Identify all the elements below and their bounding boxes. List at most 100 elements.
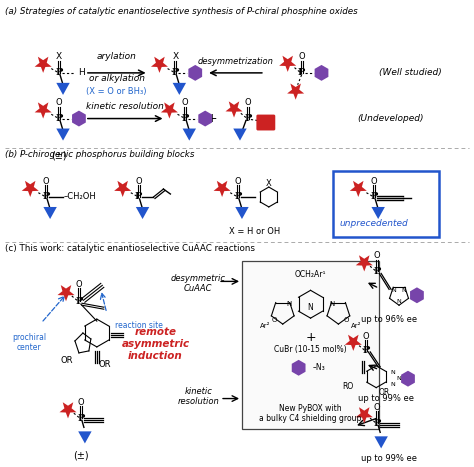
Text: +: + bbox=[207, 112, 218, 125]
PathPatch shape bbox=[287, 84, 304, 99]
Text: P: P bbox=[298, 68, 305, 78]
Text: O: O bbox=[43, 177, 49, 185]
Text: N: N bbox=[397, 299, 401, 304]
Text: N: N bbox=[396, 376, 401, 381]
Text: P: P bbox=[371, 192, 378, 201]
Text: (±): (±) bbox=[51, 150, 67, 160]
PathPatch shape bbox=[226, 101, 243, 118]
Text: (a) Strategies of catalytic enantioselective synthesis of P-chiral phosphine oxi: (a) Strategies of catalytic enantioselec… bbox=[5, 7, 358, 16]
PathPatch shape bbox=[59, 402, 76, 418]
PathPatch shape bbox=[345, 335, 362, 351]
Text: Ar²: Ar² bbox=[260, 323, 270, 329]
Text: O: O bbox=[78, 398, 84, 407]
PathPatch shape bbox=[214, 181, 230, 197]
Text: P: P bbox=[75, 297, 82, 306]
Polygon shape bbox=[188, 65, 202, 81]
PathPatch shape bbox=[356, 255, 373, 271]
PathPatch shape bbox=[161, 102, 178, 119]
Polygon shape bbox=[315, 65, 328, 81]
Text: remote
asymmetric
induction: remote asymmetric induction bbox=[121, 327, 190, 361]
Text: O: O bbox=[298, 52, 305, 62]
Text: O: O bbox=[363, 332, 370, 340]
Text: P: P bbox=[55, 114, 63, 123]
Text: O: O bbox=[374, 251, 381, 260]
Text: P: P bbox=[374, 419, 381, 428]
PathPatch shape bbox=[151, 57, 168, 73]
Text: X: X bbox=[173, 52, 178, 62]
Text: kinetic resolution: kinetic resolution bbox=[86, 102, 164, 111]
Text: arylation: arylation bbox=[97, 52, 137, 61]
Text: O: O bbox=[245, 98, 251, 107]
Text: N: N bbox=[392, 288, 396, 293]
Polygon shape bbox=[410, 287, 424, 303]
Text: O: O bbox=[272, 317, 277, 323]
PathPatch shape bbox=[356, 407, 373, 424]
Text: O: O bbox=[135, 177, 142, 185]
Text: X: X bbox=[56, 52, 62, 62]
Text: P: P bbox=[363, 347, 370, 355]
Polygon shape bbox=[56, 128, 70, 141]
FancyBboxPatch shape bbox=[333, 171, 439, 237]
PathPatch shape bbox=[114, 181, 131, 197]
PathPatch shape bbox=[35, 57, 52, 73]
Text: up to 96% ee: up to 96% ee bbox=[361, 315, 417, 324]
Text: CuBr (10-15 mol%): CuBr (10-15 mol%) bbox=[274, 346, 347, 354]
Polygon shape bbox=[136, 207, 149, 219]
Text: (Undeveloped): (Undeveloped) bbox=[357, 114, 424, 123]
Text: –CH₂OH: –CH₂OH bbox=[64, 192, 97, 201]
Text: OCH₂Ar¹: OCH₂Ar¹ bbox=[295, 270, 326, 279]
Text: P: P bbox=[77, 414, 84, 423]
Text: O: O bbox=[374, 403, 381, 412]
Text: –N₃: –N₃ bbox=[312, 363, 325, 372]
Text: kinetic
resolution: kinetic resolution bbox=[177, 387, 219, 406]
Text: X = H or OH: X = H or OH bbox=[229, 227, 281, 236]
Text: P: P bbox=[182, 114, 189, 123]
Text: P: P bbox=[234, 192, 242, 201]
Polygon shape bbox=[56, 83, 70, 95]
Polygon shape bbox=[374, 436, 388, 448]
Text: P: P bbox=[244, 114, 252, 123]
Text: (b) P-chirogenic phosphorus building blocks: (b) P-chirogenic phosphorus building blo… bbox=[5, 150, 195, 159]
Text: P: P bbox=[43, 192, 50, 201]
Text: desymmetric
CuAAC: desymmetric CuAAC bbox=[171, 274, 226, 293]
Text: OR: OR bbox=[379, 388, 390, 397]
Text: O: O bbox=[371, 177, 377, 185]
Text: O: O bbox=[182, 98, 189, 107]
Text: or alkylation: or alkylation bbox=[89, 74, 145, 83]
Polygon shape bbox=[44, 207, 57, 219]
Text: up to 99% ee: up to 99% ee bbox=[358, 394, 414, 403]
Text: Ar²: Ar² bbox=[351, 323, 362, 329]
Polygon shape bbox=[182, 128, 196, 141]
Polygon shape bbox=[72, 111, 86, 127]
Text: N: N bbox=[401, 288, 406, 293]
Text: unprecedented: unprecedented bbox=[340, 219, 409, 228]
PathPatch shape bbox=[22, 181, 39, 197]
PathPatch shape bbox=[350, 181, 367, 197]
Text: P: P bbox=[55, 68, 63, 78]
Text: N: N bbox=[286, 301, 292, 307]
Text: O: O bbox=[235, 177, 241, 185]
Text: desymmetrization: desymmetrization bbox=[198, 57, 274, 66]
Text: reaction site: reaction site bbox=[115, 321, 163, 330]
Text: prochiral
center: prochiral center bbox=[12, 333, 46, 353]
Text: (Well studied): (Well studied) bbox=[379, 68, 442, 78]
Text: RO: RO bbox=[343, 382, 354, 391]
Text: N: N bbox=[390, 382, 395, 387]
Polygon shape bbox=[173, 83, 186, 95]
Text: OR: OR bbox=[99, 361, 111, 369]
Text: O: O bbox=[344, 317, 349, 323]
Polygon shape bbox=[372, 207, 385, 219]
Text: H: H bbox=[78, 68, 85, 78]
Text: N: N bbox=[308, 303, 313, 311]
Text: (±): (±) bbox=[73, 450, 89, 460]
FancyBboxPatch shape bbox=[256, 114, 275, 130]
Polygon shape bbox=[233, 128, 246, 141]
PathPatch shape bbox=[57, 285, 74, 301]
Text: (c) This work: catalytic enantioselective CuAAC reactions: (c) This work: catalytic enantioselectiv… bbox=[5, 244, 255, 253]
Polygon shape bbox=[235, 207, 249, 219]
Text: P: P bbox=[135, 192, 142, 201]
Text: O: O bbox=[56, 98, 63, 107]
Text: X: X bbox=[266, 178, 272, 188]
Polygon shape bbox=[198, 111, 212, 127]
Polygon shape bbox=[78, 432, 91, 444]
